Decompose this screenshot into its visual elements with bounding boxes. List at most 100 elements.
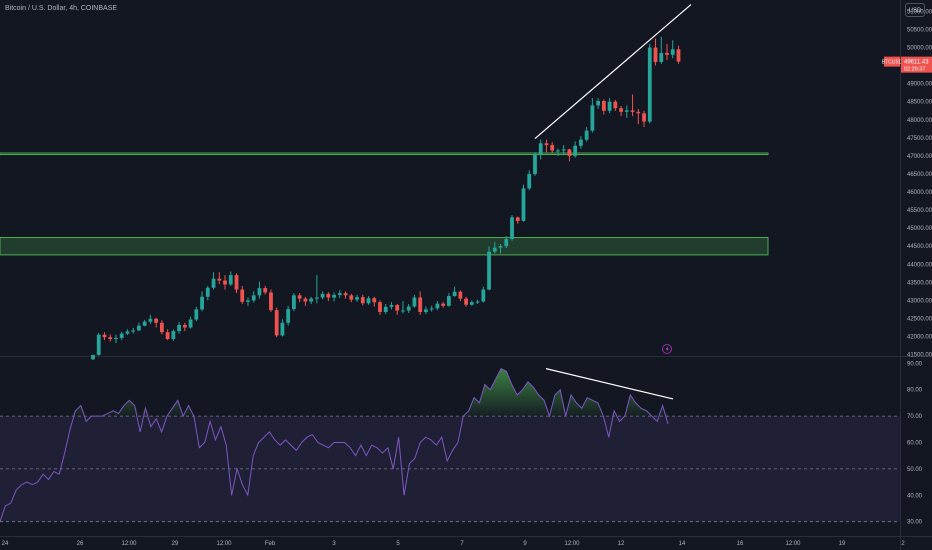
candle-body	[469, 302, 474, 305]
candle-body	[378, 302, 382, 312]
candle-body	[584, 130, 589, 140]
rsi-tick-label: 60.00	[907, 441, 923, 447]
candle-body	[515, 217, 520, 221]
rsi-overbought-fill	[0, 368, 668, 417]
candle-body	[366, 298, 371, 304]
time-tick-label: Feb	[265, 541, 276, 547]
candle-body	[91, 354, 95, 360]
candle-body	[521, 188, 526, 221]
rsi-tick-label: 30.00	[907, 520, 923, 526]
candle-body	[257, 288, 262, 296]
candle-body	[142, 321, 147, 326]
candle-body	[642, 113, 646, 122]
candle-body	[343, 293, 348, 296]
price-tag	[901, 56, 932, 73]
candle-body	[303, 298, 308, 302]
candle-body	[188, 319, 193, 328]
candle-body	[665, 52, 669, 55]
candle-body	[251, 295, 256, 301]
candle-body	[131, 330, 136, 332]
candle-body	[194, 309, 199, 320]
time-tick-label: 24	[2, 541, 9, 547]
candle-body	[653, 47, 658, 62]
candle-body	[464, 298, 468, 305]
candle-body	[234, 275, 239, 290]
symbol-tag	[884, 56, 900, 67]
candle-body	[217, 278, 222, 281]
price-candles[interactable]	[91, 36, 681, 360]
price-tick-label: 42000.00	[907, 335, 932, 341]
candle-body	[510, 217, 514, 239]
candle-body	[114, 337, 118, 340]
candle-body	[676, 49, 681, 62]
time-tick-label: 9	[523, 541, 527, 547]
currency-button[interactable]: USD	[905, 3, 925, 17]
candle-body	[320, 293, 325, 298]
price-tick-label: 51000.00	[907, 9, 932, 15]
trend-lines	[534, 4, 692, 140]
candle-body	[211, 278, 216, 288]
candle-body	[240, 289, 245, 302]
candle-body	[647, 47, 652, 122]
candle-body	[401, 310, 405, 312]
candle-body	[446, 296, 451, 306]
chart-title: Bitcoin / U.S. Dollar, 4h, COINBASE	[5, 5, 118, 12]
candle-body	[636, 111, 641, 114]
rsi-pane[interactable]	[0, 367, 900, 523]
lightning-icon	[662, 344, 672, 354]
time-tick-label: 3	[332, 541, 336, 547]
candle-body	[619, 108, 623, 112]
time-tick-label: 29	[172, 541, 179, 547]
candle-body	[475, 301, 480, 303]
price-tick-label: 44500.00	[907, 244, 932, 250]
candle-body	[332, 294, 336, 298]
candle-body	[355, 297, 359, 300]
candle-body	[154, 318, 159, 323]
candle-body	[171, 331, 176, 340]
candle-body	[96, 334, 101, 355]
candle-body	[527, 173, 532, 189]
lightning-bolt	[665, 346, 669, 352]
candle-body	[579, 139, 583, 146]
candle-body	[337, 293, 342, 295]
rsi-line	[0, 367, 669, 522]
candle-body	[596, 101, 601, 106]
trend-line	[534, 4, 692, 140]
price-axis[interactable]: 51000.0050500.0050000.0049500.0049000.00…	[907, 9, 932, 525]
time-tick-label: 14	[679, 541, 686, 547]
candle-body	[538, 143, 543, 155]
candle-body	[613, 101, 618, 109]
time-tick-label: 12:00	[216, 541, 232, 547]
candle-body	[292, 295, 296, 310]
candle-body	[389, 305, 394, 307]
price-tick-label: 47500.00	[907, 136, 932, 142]
candle-body	[165, 332, 170, 340]
last-price-text: 49611.43	[904, 60, 929, 66]
rsi-divergence-line	[545, 368, 674, 400]
candle-body	[269, 292, 273, 311]
candle-body	[435, 303, 440, 309]
price-tick-label: 43500.00	[907, 280, 932, 286]
time-tick-label: 16	[737, 541, 744, 547]
candle-body	[309, 298, 314, 302]
time-axis[interactable]: 24 26 12:00 29 12:00 Feb 3 5 7 9 12:00 12 14 16 12:00 1…	[2, 541, 906, 547]
candle-body	[286, 309, 291, 323]
candle-body	[504, 238, 509, 247]
time-tick-label: 12:00	[564, 541, 580, 547]
candle-body	[561, 149, 566, 151]
alert-marker[interactable]	[662, 344, 672, 354]
price-tick-label: 49000.00	[907, 82, 932, 88]
candle-body	[567, 149, 572, 156]
candle-body	[326, 293, 331, 298]
candle-body	[280, 322, 285, 336]
rsi-tick-label: 70.00	[907, 414, 923, 420]
candle-body	[137, 325, 141, 331]
price-tick-label: 45000.00	[907, 226, 932, 232]
candle-body	[556, 150, 560, 152]
candle-body	[360, 297, 365, 304]
candle-body	[314, 297, 319, 299]
candle-body	[228, 275, 233, 285]
